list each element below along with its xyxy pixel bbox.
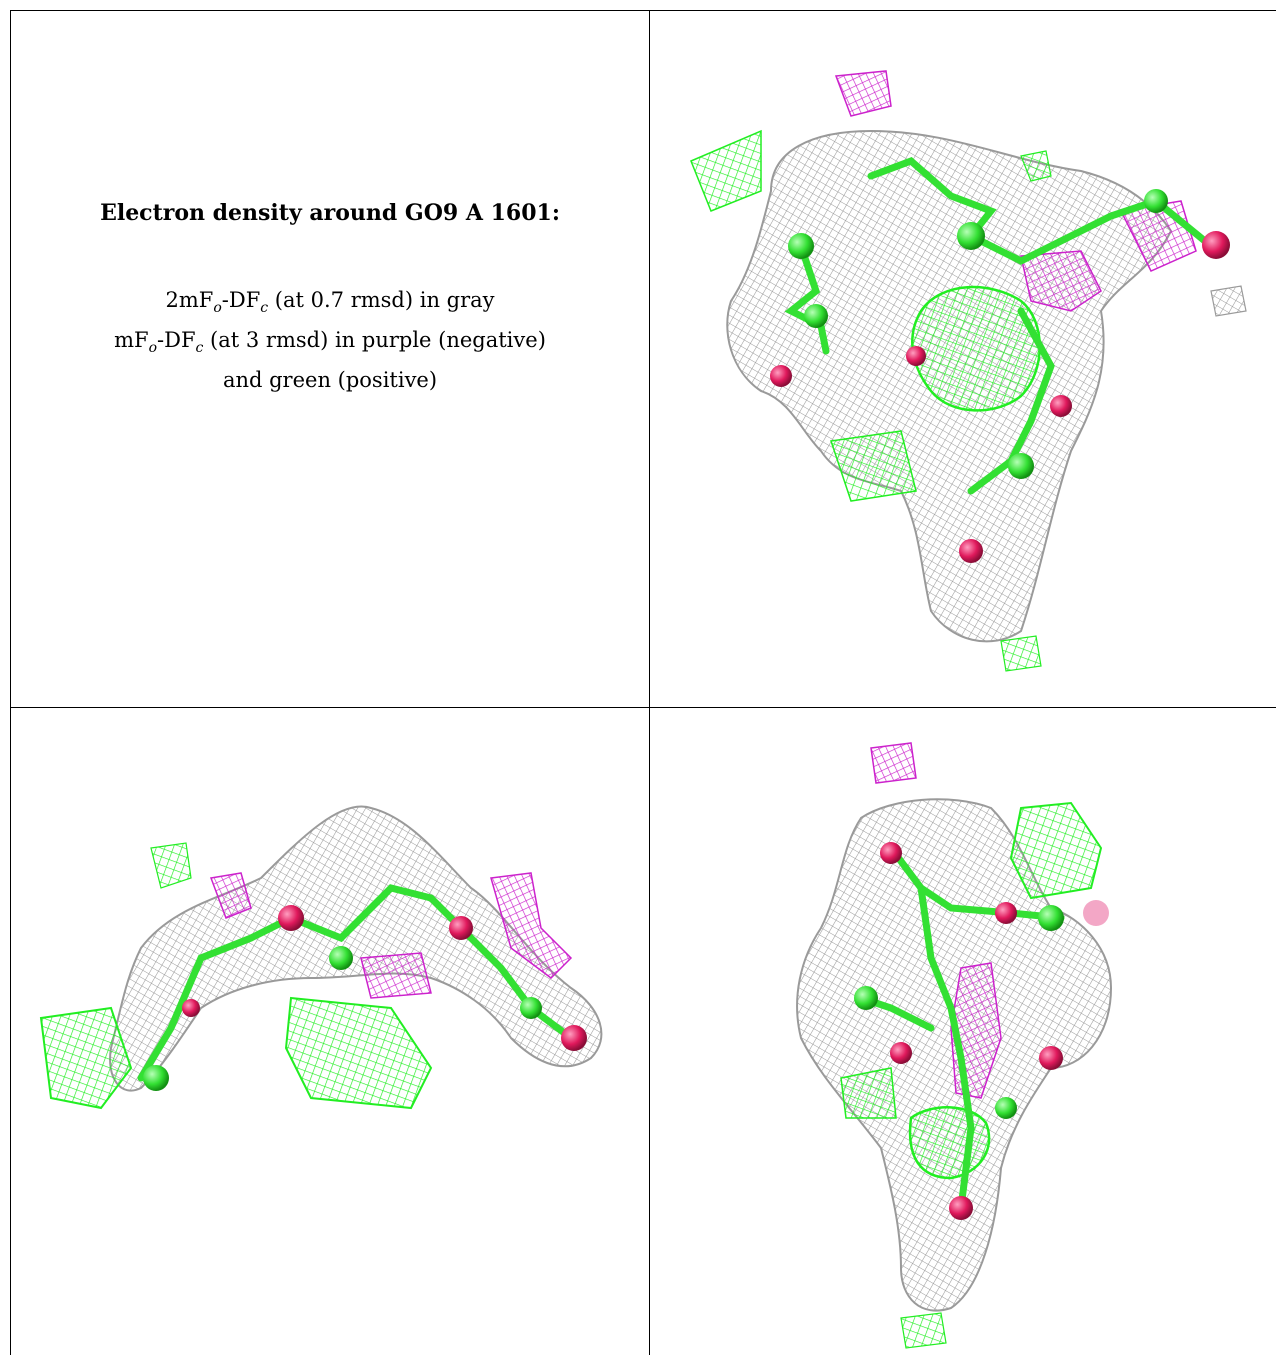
horizontal-divider	[10, 707, 1276, 708]
figure-grid	[10, 10, 1276, 1355]
electron-density-render-icon	[796, 742, 1113, 1349]
caption-title: Electron density around GO9 A 1601:	[100, 200, 560, 226]
caption-line-difference: mFo-DFc (at 3 rmsd) in purple (negative)	[114, 328, 546, 357]
vertical-divider	[649, 10, 650, 1355]
electron-density-render-icon	[690, 70, 1247, 672]
caption-line-positive: and green (positive)	[222, 368, 438, 393]
caption-line-gray: 2mFo-DFc (at 0.7 rmsd) in gray	[165, 288, 495, 317]
density-view-top-right	[651, 11, 1275, 706]
electron-density-render-icon	[39, 805, 603, 1110]
density-view-bottom-right	[651, 708, 1275, 1354]
density-view-bottom-left	[11, 708, 649, 1354]
figure-caption: Electron density around GO9 A 1601: 2mFo…	[11, 200, 649, 396]
